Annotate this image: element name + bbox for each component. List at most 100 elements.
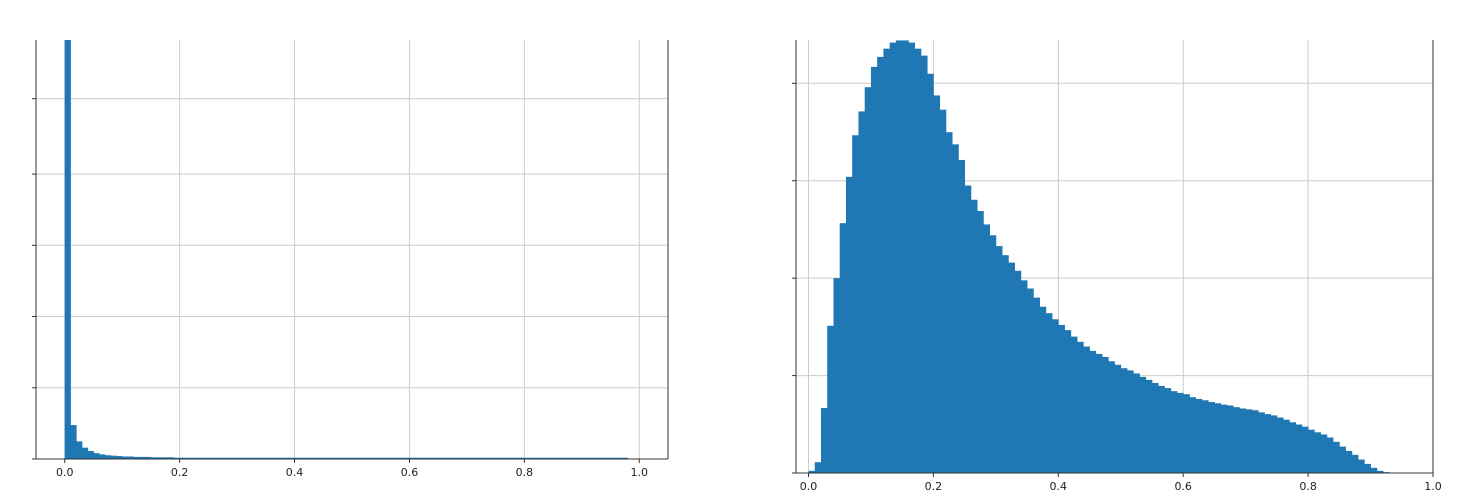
histogram-bar xyxy=(466,457,474,459)
histogram-bar xyxy=(587,457,594,459)
x-tick-label: 0.0 xyxy=(800,480,818,493)
histogram-bar xyxy=(1008,262,1015,473)
histogram-bar xyxy=(415,457,422,459)
histogram-bar xyxy=(93,453,100,459)
histogram-bar xyxy=(369,457,376,459)
histogram-bar xyxy=(438,457,445,459)
histogram-bar xyxy=(277,457,284,459)
x-tick-label: 0.4 xyxy=(1050,480,1068,493)
histogram-bar xyxy=(116,456,123,459)
histogram-bar xyxy=(535,457,542,459)
gridlines xyxy=(36,40,668,459)
histogram-bar xyxy=(1333,441,1340,473)
histogram-bar xyxy=(254,457,261,459)
histogram-bar xyxy=(311,457,318,459)
x-tick-label: 0.6 xyxy=(1174,480,1192,493)
histogram-bar xyxy=(970,199,978,474)
histogram-bar xyxy=(1264,414,1272,473)
histogram-bar xyxy=(242,457,249,459)
histogram-bar xyxy=(1114,364,1122,473)
histogram-bar xyxy=(363,457,370,459)
histogram-bar xyxy=(1183,394,1190,473)
histogram-bar xyxy=(1320,434,1328,473)
histogram-bar xyxy=(604,457,611,459)
histogram-bar xyxy=(122,456,129,459)
histogram-bar xyxy=(1301,426,1309,473)
histogram-bars xyxy=(808,40,1390,474)
histogram-chart-right: 0.0 0.2 0.4 0.6 0.8 1.0 xyxy=(792,40,1442,493)
histogram-bar xyxy=(581,457,588,459)
histogram-bar xyxy=(426,457,433,459)
histogram-bar xyxy=(1245,409,1253,473)
histogram-bar xyxy=(1014,270,1022,473)
histogram-bar xyxy=(547,457,554,459)
histogram-bar xyxy=(920,55,928,473)
histogram-bar xyxy=(1201,400,1209,473)
histogram-bar xyxy=(1108,361,1115,473)
histogram-bar xyxy=(420,457,428,459)
histogram-bar xyxy=(202,457,209,459)
axes: 0.0 0.2 0.4 0.6 0.8 1.0 xyxy=(792,40,1442,493)
histogram-bar xyxy=(864,87,872,474)
histogram-bar xyxy=(622,457,629,459)
histogram-bar xyxy=(139,456,146,459)
histogram-bar xyxy=(409,457,416,459)
histogram-bar xyxy=(1220,404,1228,473)
histogram-bar xyxy=(858,111,866,473)
histogram-bar xyxy=(196,457,204,459)
histogram-bars xyxy=(64,40,629,459)
x-tick-label: 0.8 xyxy=(1299,480,1317,493)
histogram-bar xyxy=(958,159,966,474)
histogram-bar xyxy=(334,457,341,459)
histogram-bar xyxy=(110,455,117,459)
histogram-bar xyxy=(225,457,232,459)
histogram-bar xyxy=(271,457,278,459)
histogram-bar xyxy=(162,457,169,459)
histogram-bar xyxy=(1133,373,1140,473)
histogram-bar xyxy=(1058,324,1065,473)
histogram-bar xyxy=(1002,255,1009,473)
histogram-bar xyxy=(397,457,405,459)
histogram-bar xyxy=(952,144,959,473)
histogram-bar xyxy=(173,457,181,459)
x-tick-label: 0.4 xyxy=(286,466,304,479)
histogram-bar xyxy=(1364,463,1371,473)
histogram-bar xyxy=(1376,470,1384,473)
histogram-bar xyxy=(265,457,272,459)
histogram-bar xyxy=(76,441,83,459)
histogram-bar xyxy=(933,95,941,473)
histogram-bar xyxy=(1208,401,1215,473)
histogram-bar xyxy=(593,457,600,459)
histogram-bar xyxy=(443,457,451,459)
histogram-bar xyxy=(432,457,439,459)
histogram-bar xyxy=(346,457,353,459)
histogram-bar xyxy=(1233,407,1240,473)
histogram-bar xyxy=(553,457,560,459)
histogram-bar xyxy=(877,56,884,474)
histogram-chart-left: 0.0 0.2 0.4 0.6 0.8 1.0 xyxy=(32,40,669,479)
histogram-bar xyxy=(185,457,192,459)
histogram-bar xyxy=(208,457,215,459)
histogram-bar xyxy=(70,425,77,459)
histogram-bar xyxy=(449,457,456,459)
histogram-bar xyxy=(1139,376,1147,473)
histogram-bar xyxy=(564,457,571,459)
histogram-bar xyxy=(1195,398,1203,473)
histogram-bar xyxy=(1126,370,1134,473)
histogram-bar xyxy=(1270,415,1278,473)
histogram-bar xyxy=(814,462,822,473)
histogram-bar xyxy=(895,40,903,474)
histogram-bar xyxy=(530,457,537,459)
histogram-bar xyxy=(939,109,947,473)
histogram-bar xyxy=(599,457,606,459)
histogram-bar xyxy=(558,457,565,459)
histogram-bar xyxy=(870,66,878,473)
histogram-bar xyxy=(461,457,468,459)
histogram-bar xyxy=(104,455,112,459)
x-tick-label: 0.6 xyxy=(401,466,419,479)
histogram-bar xyxy=(1339,446,1346,473)
histogram-bar xyxy=(1283,419,1290,473)
histogram-bar xyxy=(214,457,221,459)
histogram-bar xyxy=(1151,382,1159,473)
